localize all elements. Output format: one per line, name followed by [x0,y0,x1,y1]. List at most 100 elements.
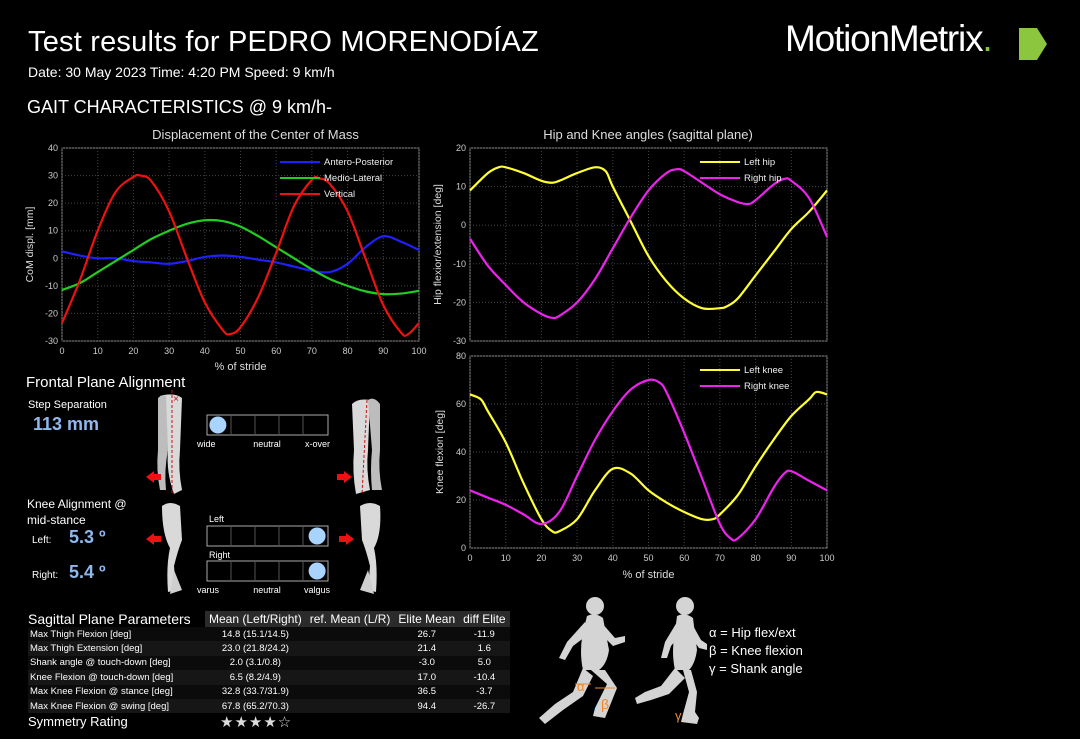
x-tick-label: 20 [128,346,138,356]
scale-xover-label: x-over [305,439,330,449]
y-tick-label: 60 [456,399,466,409]
table-cell-mean: 32.8 (33.7/31.9) [205,684,306,699]
y-tick-label: -20 [45,308,58,318]
alpha-legend: α = Hip flex/ext [709,625,796,640]
knee-left-marker [308,527,326,545]
x-tick-label: 10 [501,553,511,563]
x-tick-label: 60 [679,553,689,563]
left-knee-label: Left: [32,535,52,546]
legend-label: Left hip [744,157,775,168]
hip-knee-chart-title: Hip and Knee angles (sagittal plane) [543,127,753,142]
left-arrow-icon [146,471,161,483]
logo-text: MotionMetrix [785,18,984,59]
x-tick-label: 40 [200,346,210,356]
table-row: Max Thigh Flexion [deg] 14.8 (15.1/14.5) 2… [28,627,510,642]
series-line-medio-lateral [61,218,420,296]
knee-right-scale [206,560,329,582]
x-tick-label: 10 [93,346,103,356]
table-row: Max Knee Flexion @ swing [deg] 67.8 (65.2… [28,698,510,714]
table-cell-mean: 14.8 (15.1/14.5) [205,627,306,642]
table-cell-mean: 67.8 (65.2/70.3) [205,698,306,714]
table-cell-label: Max Knee Flexion @ stance [deg] [28,684,205,699]
table-cell-mean: 6.5 (8.2/4.9) [205,670,306,685]
table-cell-label: Max Thigh Extension [deg] [28,641,205,656]
y-tick-label: 80 [456,351,466,361]
col-ref-mean: ref. Mean (L/R) [305,611,395,627]
step-separation-label: Step Separation [28,399,107,411]
table-cell-label: Knee Flexion @ touch-down [deg] [28,670,205,685]
table-cell-diff: -10.4 [459,670,510,685]
table-cell-ref [305,627,395,642]
sagittal-title: Sagittal Plane Parameters [28,611,205,627]
x-tick-label: 70 [307,346,317,356]
table-cell-elite: -3.0 [394,655,460,671]
table-cell-ref [305,670,395,685]
x-tick-label: 50 [235,346,245,356]
col-mean: Mean (Left/Right) [205,611,306,627]
scale-wide-label: wide [196,439,216,449]
y-tick-label: 0 [53,253,58,263]
legend-label: Left knee [744,365,783,376]
x-tick-label: 30 [164,346,174,356]
chart-legend: Left hip Right hip [700,157,782,184]
table-cell-ref [305,641,395,656]
y-tick-label: 40 [48,143,58,153]
y-tick-label: 0 [461,543,466,553]
leg-figure-left-top: × [157,390,182,494]
beta-legend: β = Knee flexion [709,643,803,658]
col-diff-elite: diff Elite [459,611,510,627]
knee-left-bar-label: Left [209,514,225,524]
table-row: Knee Flexion @ touch-down [deg] 6.5 (8.2/… [28,670,510,685]
table-cell-diff: 1.6 [459,641,510,656]
table-cell-elite: 21.4 [394,641,460,656]
y-tick-label: -30 [453,336,466,346]
y-tick-label: -10 [45,281,58,291]
hip-angle-chart: 20 10 0 -10 -20 -30 Hip flexior/extension [deg… [432,143,828,346]
table-cell-elite: 26.7 [394,627,460,642]
x-tick-label: 30 [572,553,582,563]
frontal-figures: × [146,390,382,594]
step-separation-value: 113 mm [33,414,100,434]
series-line-right-hip [469,167,828,320]
x-tick-label: 40 [608,553,618,563]
table-cell-mean: 2.0 (3.1/0.8) [205,655,306,671]
series-line-vertical [60,173,420,337]
table-cell-ref [305,655,395,671]
scale-knee-neutral-label: neutral [253,585,281,595]
logo-dot: . [982,18,992,59]
table-cell-label: Max Thigh Flexion [deg] [28,627,205,642]
gamma-legend: γ = Shank angle [709,661,803,676]
col-elite-mean: Elite Mean [394,611,460,627]
runner-figures: α β γ [539,597,707,724]
table-cell-elite: 17.0 [394,670,460,685]
leg-figure-right-bottom [360,503,381,594]
x-tick-label: 50 [643,553,653,563]
y-tick-label: 20 [456,143,466,153]
table-cell-mean: 23.0 (21.8/24.2) [205,641,306,656]
step-separation-scale [206,414,329,436]
fig-gamma-label: γ [675,708,682,723]
y-tick-label: -20 [453,297,466,307]
series-line-left-knee [469,390,828,534]
table-cell-label: Max Knee Flexion @ swing [deg] [28,698,205,714]
right-arrow-icon [337,471,352,483]
x-axis-label: % of stride [623,569,675,581]
varus-arrow-icon [146,533,161,545]
knee-angle-chart: 80 60 40 20 00 10 20 30 40 50 60 70 80 90 100 % of stri… [434,351,835,581]
x-tick-label: 100 [819,553,834,563]
y-tick-label: 30 [48,171,58,181]
step-separation-marker [209,416,227,434]
legend-label: Medio-Lateral [324,173,382,184]
x-tick-label: 80 [751,553,761,563]
table-cell-elite: 36.5 [394,684,460,699]
symmetry-rating-label: Symmetry Rating [28,714,128,729]
table-cell-elite: 94.4 [394,698,460,714]
page-title: Test results for PEDRO MORENODÍAZ [28,26,539,58]
y-tick-label: 10 [48,226,58,236]
y-axis-label: CoM displ. [mm] [24,206,36,282]
chart-legend: Antero-Posterior Medio-Lateral Vertical [280,157,393,200]
table-cell-diff: -26.7 [459,698,510,714]
alignment-scales: wide neutral x-over Left Right varus neu… [196,414,331,595]
angle-legend: α = Hip flex/ext β = Knee flexion γ = Sh… [709,624,803,678]
test-info-line: Date: 30 May 2023 Time: 4:20 PM Speed: 9… [28,64,335,80]
